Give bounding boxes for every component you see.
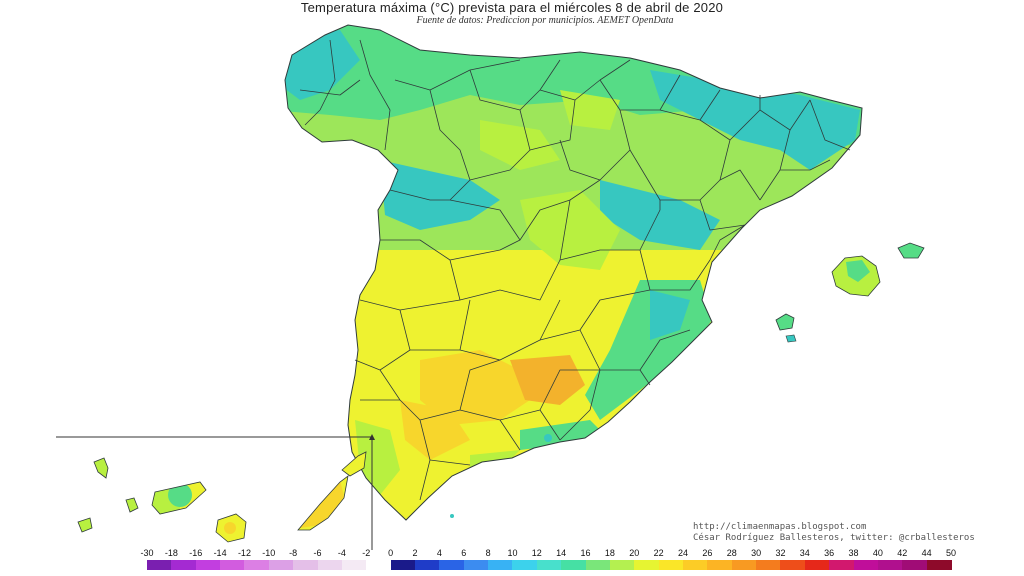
legend-tick: 6 bbox=[461, 548, 467, 558]
legend-swatch bbox=[512, 560, 538, 570]
legend-swatch bbox=[585, 560, 611, 570]
legend-tick: -30 bbox=[140, 548, 154, 558]
legend-swatch bbox=[317, 560, 343, 570]
el-hierro bbox=[77, 517, 93, 533]
legend-swatch bbox=[658, 560, 684, 570]
legend-tick: 22 bbox=[653, 548, 664, 558]
alboran-dot bbox=[450, 514, 454, 518]
legend-tick: -4 bbox=[337, 548, 346, 558]
mallorca-sierra-zone bbox=[846, 260, 870, 282]
legend-swatch bbox=[268, 560, 294, 570]
menorca bbox=[897, 242, 925, 259]
legend-tick: 10 bbox=[507, 548, 518, 558]
legend-swatch bbox=[902, 560, 928, 570]
legend-tick: 12 bbox=[531, 548, 542, 558]
legend-tick: 32 bbox=[775, 548, 786, 558]
la-palma bbox=[93, 457, 109, 479]
legend-swatch bbox=[756, 560, 782, 570]
legend-swatch bbox=[609, 560, 635, 570]
peninsula-coastline bbox=[284, 24, 863, 521]
legend-tick: -14 bbox=[213, 548, 227, 558]
legend-swatch bbox=[439, 560, 465, 570]
color-legend: -30 -18 -16 -14 -12 -10 -8 -6 -4 -2 0 2 4 6 8 10 12 14 16 1… bbox=[0, 548, 1024, 576]
legend-swatch bbox=[220, 560, 246, 570]
canary-islands bbox=[77, 451, 367, 543]
legend-tick: -10 bbox=[262, 548, 276, 558]
balearic-islands bbox=[775, 242, 925, 343]
legend-tick: 26 bbox=[702, 548, 713, 558]
province-borders bbox=[299, 39, 851, 501]
legend-tick: 50 bbox=[945, 548, 956, 558]
legend-tick: 42 bbox=[897, 548, 908, 558]
credits: http://climaenmapas.blogspot.com César R… bbox=[693, 522, 975, 544]
legend-tick: 0 bbox=[388, 548, 394, 558]
legend-swatch bbox=[877, 560, 903, 570]
legend-tick: -18 bbox=[164, 548, 178, 558]
legend-swatch bbox=[293, 560, 319, 570]
legend-tick: -12 bbox=[237, 548, 251, 558]
legend-tick: 8 bbox=[485, 548, 491, 558]
legend-swatch bbox=[707, 560, 733, 570]
legend-tick: -8 bbox=[289, 548, 298, 558]
legend-tick: 16 bbox=[580, 548, 591, 558]
formentera bbox=[785, 334, 797, 343]
credits-author: César Rodríguez Ballesteros, twitter: @c… bbox=[693, 533, 975, 543]
legend-tick: -6 bbox=[313, 548, 322, 558]
legend-tick: 38 bbox=[848, 548, 859, 558]
legend-swatch bbox=[731, 560, 757, 570]
legend-tick: 18 bbox=[604, 548, 615, 558]
tenerife bbox=[151, 481, 207, 515]
legend-swatch bbox=[561, 560, 587, 570]
legend-swatch bbox=[536, 560, 562, 570]
fuerteventura bbox=[297, 475, 349, 531]
legend-swatch bbox=[390, 560, 416, 570]
map-title: Temperatura máxima (°C) prevista para el… bbox=[300, 0, 724, 15]
legend-tick: 40 bbox=[872, 548, 883, 558]
legend-swatch bbox=[488, 560, 514, 570]
legend-tick: 34 bbox=[799, 548, 810, 558]
legend-swatch bbox=[366, 560, 392, 570]
legend-tick: -2 bbox=[362, 548, 371, 558]
legend-tick: 44 bbox=[921, 548, 932, 558]
legend-tick: 28 bbox=[726, 548, 737, 558]
legend-swatch bbox=[780, 560, 806, 570]
legend-swatch bbox=[244, 560, 270, 570]
credits-url[interactable]: http://climaenmapas.blogspot.com bbox=[693, 522, 867, 532]
legend-swatch bbox=[926, 560, 952, 570]
legend-swatch bbox=[829, 560, 855, 570]
legend-swatch bbox=[171, 560, 197, 570]
canary-inset-arrow bbox=[369, 434, 375, 440]
legend-tick: 30 bbox=[751, 548, 762, 558]
legend-swatch bbox=[634, 560, 660, 570]
lanzarote bbox=[341, 451, 367, 477]
legend-tick: 36 bbox=[824, 548, 835, 558]
ibiza bbox=[775, 313, 795, 331]
sierra-nevada-spot bbox=[544, 434, 552, 442]
gran-canaria bbox=[215, 513, 247, 543]
legend-swatch bbox=[463, 560, 489, 570]
legend-tick: -16 bbox=[189, 548, 203, 558]
legend-swatch bbox=[341, 560, 367, 570]
legend-swatch bbox=[804, 560, 830, 570]
legend-swatch bbox=[853, 560, 879, 570]
legend-swatch bbox=[415, 560, 440, 570]
legend-tick: 4 bbox=[436, 548, 442, 558]
legend-tick: 14 bbox=[556, 548, 567, 558]
la-gomera bbox=[125, 497, 139, 513]
legend-tick: 24 bbox=[677, 548, 688, 558]
legend-tick: 20 bbox=[629, 548, 640, 558]
legend-swatch bbox=[195, 560, 221, 570]
legend-tick: 2 bbox=[412, 548, 418, 558]
canary-inset-frame bbox=[56, 436, 373, 550]
data-source: Fuente de datos: Prediccion por municipi… bbox=[416, 15, 674, 26]
legend-swatch bbox=[683, 560, 708, 570]
legend-swatch bbox=[147, 560, 172, 570]
